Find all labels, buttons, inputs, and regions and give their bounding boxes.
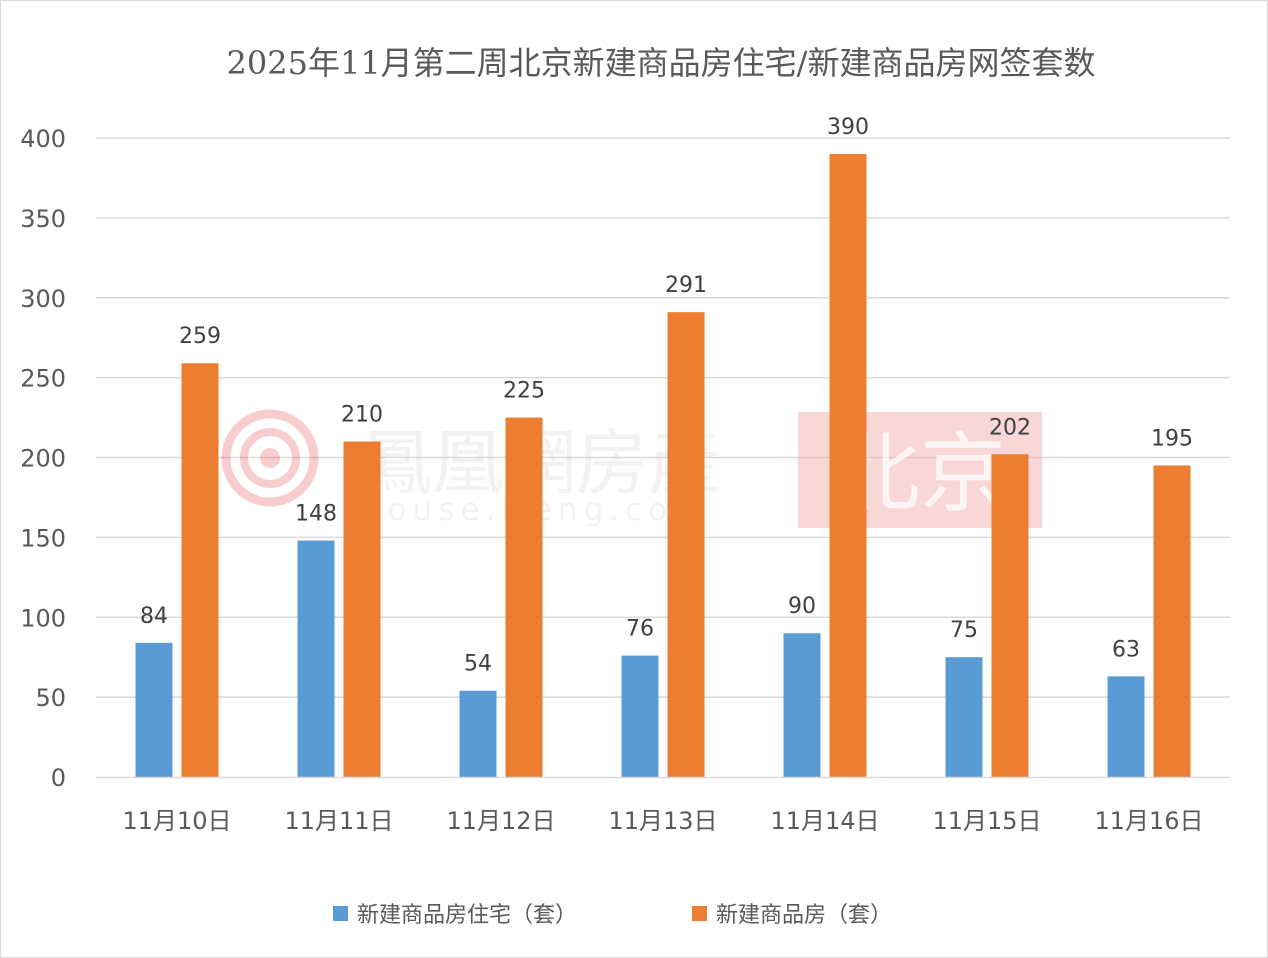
ifeng-logo-icon: [221, 409, 319, 507]
bar-total: [667, 312, 705, 777]
data-label: 148: [295, 502, 337, 527]
bar-total: [991, 454, 1029, 777]
legend: 新建商品房住宅（套） 新建商品房（套）: [333, 903, 892, 928]
bar-residential: [459, 690, 497, 777]
bars: 84 259 148 210 54 225 76 291 90 390 75 202 63 195: [135, 115, 1193, 778]
legend-label-total: 新建商品房（套）: [716, 903, 892, 928]
data-label: 63: [1112, 637, 1140, 662]
bar-total: [1153, 465, 1191, 777]
data-label: 225: [503, 379, 545, 404]
data-label: 76: [626, 617, 654, 642]
data-label: 210: [341, 403, 383, 428]
data-label: 90: [788, 594, 816, 619]
chart-title: 2025年11月第二周北京新建商品房住宅/新建商品房网签套数: [227, 44, 1096, 82]
data-label: 84: [140, 604, 168, 629]
data-label: 390: [827, 115, 869, 140]
data-label: 195: [1151, 426, 1193, 451]
y-tick-label: 250: [20, 365, 66, 393]
bar-total: [505, 417, 543, 777]
y-tick-label: 100: [20, 604, 66, 632]
bar-total: [829, 153, 867, 778]
bar-residential: [135, 642, 173, 777]
legend-label-residential: 新建商品房住宅（套）: [357, 903, 577, 928]
data-label: 291: [665, 273, 707, 298]
y-tick-label: 0: [51, 764, 66, 792]
y-tick-label: 200: [20, 445, 66, 473]
x-axis: 11月10日 11月11日 11月12日 11月13日 11月14日 11月15日 11月1…: [122, 807, 1203, 835]
y-tick-label: 150: [20, 524, 66, 552]
y-axis: 0 50 100 150 200 250 300 350 400: [20, 125, 66, 792]
x-tick-label: 11月10日: [122, 807, 231, 835]
bar-residential: [621, 655, 659, 777]
data-label: 202: [989, 415, 1031, 440]
bar-total: [181, 363, 219, 777]
x-tick-label: 11月11日: [284, 807, 393, 835]
y-tick-label: 300: [20, 285, 66, 313]
data-label: 259: [179, 324, 221, 349]
x-tick-label: 11月13日: [608, 807, 717, 835]
legend-swatch-total: [692, 906, 707, 921]
x-tick-label: 11月14日: [770, 807, 879, 835]
bar-residential: [297, 540, 335, 777]
data-label: 54: [464, 652, 492, 677]
bar-residential: [945, 657, 983, 777]
grid: [96, 137, 1230, 698]
bar-residential: [783, 633, 821, 777]
bar-residential: [1107, 676, 1145, 777]
x-tick-label: 11月15日: [932, 807, 1041, 835]
bar-total: [343, 441, 381, 777]
legend-swatch-residential: [333, 906, 348, 921]
data-label: 75: [950, 618, 978, 643]
y-tick-label: 350: [20, 205, 66, 233]
x-tick-label: 11月16日: [1094, 807, 1203, 835]
x-tick-label: 11月12日: [446, 807, 555, 835]
y-tick-label: 50: [35, 684, 66, 712]
y-tick-label: 400: [20, 125, 66, 153]
